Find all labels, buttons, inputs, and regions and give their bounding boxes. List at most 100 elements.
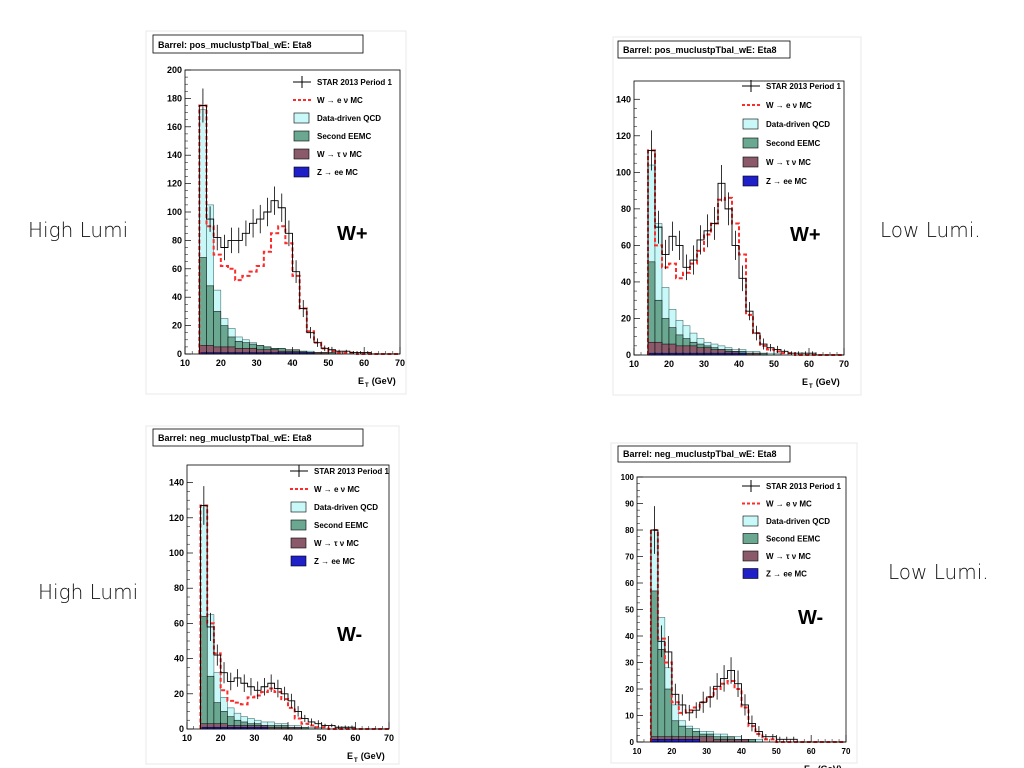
legend-entry: W → e ν MC	[766, 101, 812, 110]
x-axis-label: ET(GeV)	[802, 377, 840, 390]
y-tick-label: 180	[167, 93, 182, 103]
x-tick-label: 60	[807, 747, 816, 756]
y-tick-label: 60	[625, 579, 634, 588]
legend-marker-box	[742, 137, 759, 149]
y-tick-label: 140	[167, 150, 182, 160]
eemc-bar	[647, 261, 656, 356]
canvas-frame	[610, 442, 858, 764]
title-box	[617, 445, 791, 463]
legend-entry: STAR 2013 Period 1	[766, 82, 842, 91]
legend-entry: STAR 2013 Period 1	[317, 78, 393, 87]
y-tick-label: 120	[169, 513, 184, 523]
x-tick-label: 30	[702, 747, 711, 756]
y-tick-label: 20	[174, 689, 184, 699]
y-tick-label: 60	[172, 264, 182, 274]
y-tick-label: 100	[621, 473, 635, 482]
legend-entry: Second EEMC	[314, 521, 368, 530]
x-tick-label: 50	[317, 733, 327, 743]
y-tick-label: 90	[625, 500, 634, 509]
data-step-line	[647, 149, 844, 356]
title-box	[617, 40, 791, 59]
histogram-panel-w-plus-low-lumi: Barrel: pos_muclustpTbal_wE: Eta8 0 20 40 60…	[612, 36, 862, 396]
legend-entry: Second EEMC	[766, 139, 820, 148]
charge-label: W-	[798, 607, 823, 629]
x-tick-label: 70	[839, 359, 849, 369]
legend-entry: Z → ee MC	[317, 168, 358, 177]
x-axis-label: ET(GeV)	[804, 764, 842, 768]
w-enu-mc-line	[649, 529, 846, 743]
y-tick-label: 30	[625, 659, 634, 668]
chart-title: Barrel: neg_muclustpTbal_wE: Eta8	[623, 449, 777, 459]
x-tick-label: 60	[804, 359, 814, 369]
legend-entry: STAR 2013 Period 1	[766, 482, 842, 491]
y-tick-label: 20	[625, 685, 634, 694]
title-box	[152, 34, 364, 54]
x-tick-label: 60	[350, 733, 360, 743]
y-tick-label: 100	[167, 207, 182, 217]
y-tick-label: 60	[621, 240, 631, 250]
y-tick-label: 0	[177, 349, 182, 359]
x-tick-label: 40	[737, 747, 746, 756]
eemc-bar	[206, 285, 214, 355]
y-tick-label: 50	[625, 606, 634, 615]
legend-marker-box	[293, 166, 310, 178]
y-tick-label: 0	[630, 738, 635, 747]
eemc-bar	[200, 616, 208, 730]
y-tick-label: 160	[167, 122, 182, 132]
eemc-bar	[206, 675, 215, 730]
legend-entry: Data-driven QCD	[314, 503, 378, 512]
legend-entry: W → τ ν MC	[317, 150, 362, 159]
legend-marker-box	[742, 156, 759, 168]
y-tick-label: 200	[167, 65, 182, 75]
legend-entry: Z → ee MC	[766, 177, 807, 186]
tau-bar	[706, 736, 714, 743]
legend-marker-box	[742, 175, 759, 187]
legend-marker-box	[293, 130, 310, 142]
x-tick-label: 10	[629, 359, 639, 369]
charge-label: W+	[337, 223, 368, 245]
y-tick-label: 20	[621, 313, 631, 323]
legend-entry: W → τ ν MC	[766, 158, 811, 167]
y-tick-label: 100	[169, 548, 184, 558]
y-tick-label: 40	[625, 632, 634, 641]
y-tick-label: 40	[172, 292, 182, 302]
data-step-line	[200, 505, 389, 730]
x-tick-label: 40	[734, 359, 744, 369]
y-tick-label: 120	[167, 179, 182, 189]
y-tick-label: 120	[616, 131, 631, 141]
tau-bar	[699, 736, 707, 743]
x-tick-label: 70	[842, 747, 851, 756]
legend-entry: Data-driven QCD	[766, 517, 830, 526]
x-tick-label: 20	[216, 358, 226, 368]
y-tick-label: 40	[174, 654, 184, 664]
side-label-bottom-right: Low Lumi.	[888, 560, 989, 584]
x-axis-label: ET(GeV)	[358, 376, 396, 389]
legend-entry: Z → ee MC	[766, 570, 807, 579]
y-tick-label: 140	[169, 478, 184, 488]
legend-marker-box	[290, 537, 307, 549]
side-label-bottom-left: High Lumi	[38, 580, 139, 604]
y-tick-label: 80	[621, 204, 631, 214]
charge-label: W-	[337, 624, 362, 646]
legend-marker-box	[742, 118, 759, 130]
legend-entry: W → e ν MC	[314, 485, 360, 494]
y-tick-label: 80	[174, 583, 184, 593]
legend-entry: STAR 2013 Period 1	[314, 467, 390, 476]
y-tick-label: 10	[625, 712, 634, 721]
side-label-top-right: Low Lumi.	[880, 218, 981, 242]
chart-title: Barrel: neg_muclustpTbal_wE: Eta8	[158, 433, 312, 443]
w-enu-mc-line	[198, 104, 400, 355]
legend-entry: Data-driven QCD	[766, 120, 830, 129]
x-axis-label: ET(GeV)	[347, 751, 385, 764]
legend-marker-box	[290, 519, 307, 531]
y-tick-label: 80	[625, 526, 634, 535]
y-tick-label: 140	[616, 94, 631, 104]
x-tick-label: 70	[395, 358, 405, 368]
legend-marker-box	[290, 501, 307, 513]
x-tick-label: 30	[252, 358, 262, 368]
y-tick-label: 0	[626, 350, 631, 360]
legend-entry: W → e ν MC	[317, 96, 363, 105]
histogram-panel-w-minus-high-lumi: Barrel: neg_muclustpTbal_wE: Eta8 0 20 40 60…	[145, 425, 400, 765]
y-tick-label: 80	[172, 235, 182, 245]
x-tick-label: 30	[699, 359, 709, 369]
